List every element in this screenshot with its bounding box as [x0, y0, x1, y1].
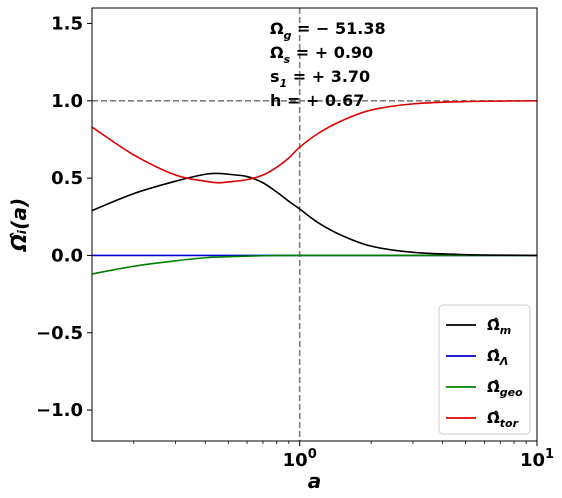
x-tick-label: 100 [283, 447, 317, 471]
series-line-tor [91, 99, 538, 184]
axes-frame [91, 7, 538, 442]
y-tick-label: 0.5 [51, 168, 83, 189]
legend-label-Λ: Ω̂Λ [487, 347, 508, 368]
annotation-h: h = + 0.67 [270, 91, 364, 110]
legend-box [438, 304, 531, 435]
series-line-geo [91, 254, 537, 275]
y-tick-label: −1.0 [36, 400, 83, 421]
annotation-g: Ωg = − 51.38 [270, 19, 386, 42]
legend-label-m: Ω̂m [487, 316, 511, 337]
x-axis-label: a [308, 469, 322, 493]
y-tick-label: 1.0 [51, 91, 83, 112]
y-tick-label: 1.5 [51, 13, 83, 34]
y-tick-label: 0.0 [51, 245, 83, 266]
annotation-1: s1 = + 3.70 [270, 67, 370, 90]
annotation-s: Ωs = + 0.90 [270, 43, 373, 66]
series-line-m [91, 172, 538, 257]
legend-label-geo: Ω̂geo [487, 378, 523, 399]
y-axis-label: Ω̂ᵢ(a) [7, 198, 31, 252]
x-tick-label: 101 [520, 447, 554, 471]
legend-label-tor: Ω̂tor [487, 409, 519, 430]
legend: Ω̂m Ω̂Λ Ω̂geo Ω̂tor [438, 304, 531, 435]
y-tick-label: −0.5 [36, 323, 83, 344]
